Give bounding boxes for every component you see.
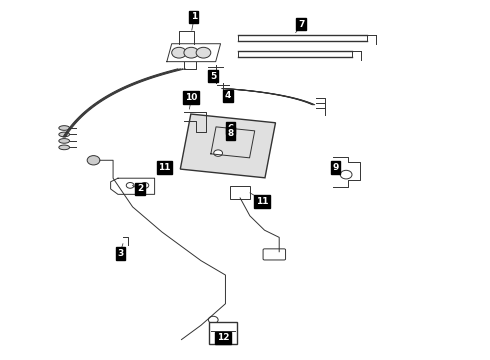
Circle shape: [172, 47, 186, 58]
Text: 3: 3: [117, 249, 123, 258]
Ellipse shape: [59, 126, 70, 130]
Ellipse shape: [59, 145, 70, 150]
Text: 2: 2: [137, 184, 143, 193]
Text: 11: 11: [158, 163, 171, 172]
Polygon shape: [180, 114, 275, 178]
Circle shape: [214, 150, 222, 156]
Text: 9: 9: [332, 163, 339, 172]
Text: 6: 6: [227, 123, 233, 132]
Circle shape: [184, 47, 198, 58]
Text: 5: 5: [210, 72, 217, 81]
Ellipse shape: [59, 139, 70, 143]
Text: 11: 11: [256, 197, 269, 206]
Ellipse shape: [59, 132, 70, 137]
Text: 12: 12: [217, 333, 229, 342]
Text: 4: 4: [225, 91, 231, 100]
Text: 7: 7: [298, 19, 304, 28]
Text: 1: 1: [191, 12, 197, 21]
Circle shape: [340, 170, 352, 179]
Circle shape: [208, 316, 218, 323]
Circle shape: [196, 47, 211, 58]
Circle shape: [141, 183, 149, 188]
Text: 8: 8: [227, 129, 233, 138]
FancyBboxPatch shape: [230, 186, 250, 199]
Text: 10: 10: [185, 93, 197, 102]
Circle shape: [126, 183, 134, 188]
FancyBboxPatch shape: [209, 322, 237, 344]
FancyBboxPatch shape: [263, 249, 286, 260]
Circle shape: [87, 156, 100, 165]
